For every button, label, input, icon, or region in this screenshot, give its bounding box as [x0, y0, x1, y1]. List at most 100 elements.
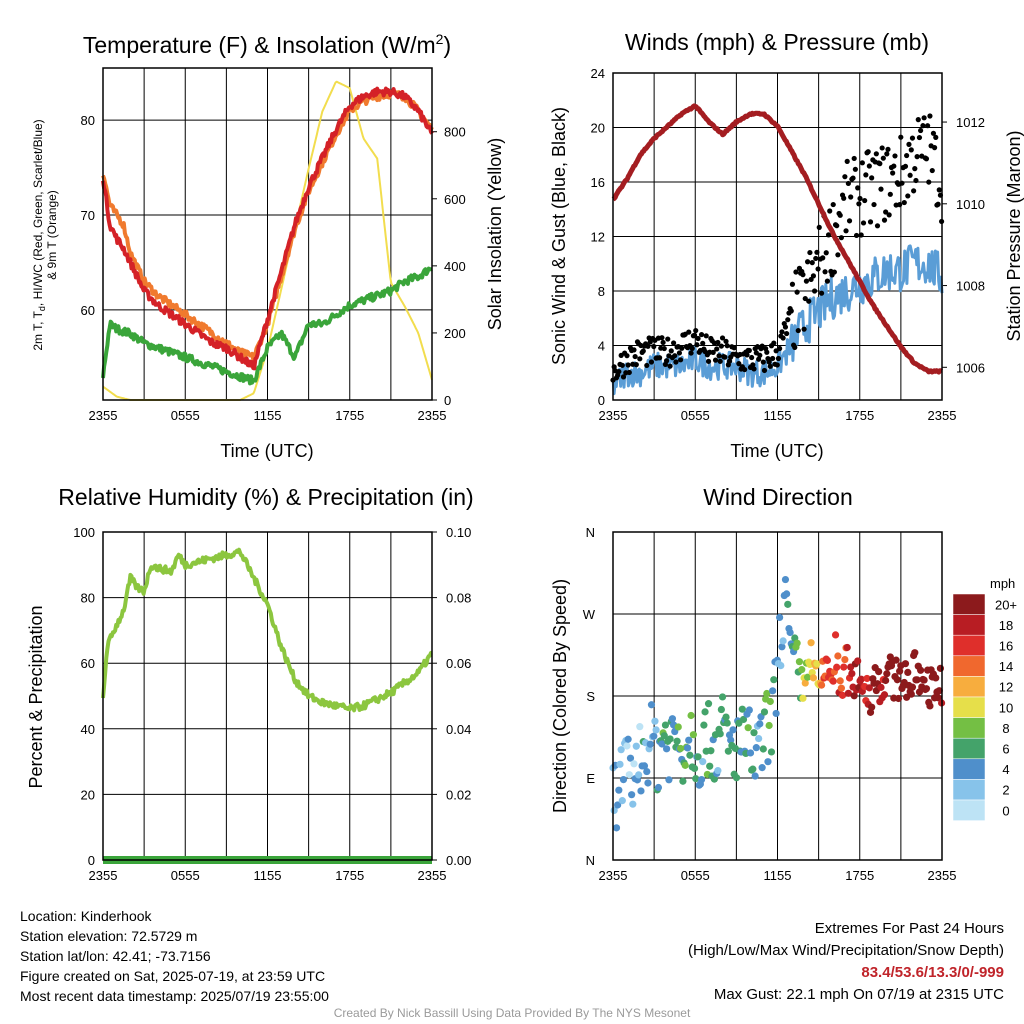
wdir-point — [652, 726, 660, 734]
wdir-point — [646, 740, 654, 748]
wdir-point — [636, 723, 644, 731]
winds-gust-point — [813, 255, 819, 262]
winds-gust-point — [886, 212, 892, 218]
wdir-point — [776, 613, 784, 622]
winds-gust-point — [712, 357, 719, 363]
wdir-point — [783, 590, 791, 598]
wdir-y-tick-label: N — [586, 853, 595, 868]
winds-gust-point — [913, 177, 919, 184]
wdir-point — [850, 692, 858, 700]
winds-gust-point — [823, 250, 829, 256]
winds-series-pressure — [611, 103, 944, 375]
rh-y2-tick-label: 0.02 — [446, 787, 471, 802]
recent-timestamp: Most recent data timestamp: 2025/07/19 2… — [20, 988, 329, 1004]
wdir-point — [687, 711, 695, 720]
rh-y-tick-label: 60 — [81, 656, 95, 671]
wdir-point — [765, 721, 773, 730]
winds-gust-point — [679, 345, 685, 351]
wdir-point — [875, 667, 883, 676]
wdir-point — [673, 737, 681, 745]
wdir-x-tick-label: 2355 — [928, 868, 957, 883]
wdir-point — [772, 709, 780, 718]
winds-gust-point — [827, 208, 833, 214]
winds-gust-point — [640, 348, 646, 354]
wdir-point — [756, 720, 764, 728]
winds-gust-point — [822, 269, 828, 275]
winds-gust-point — [884, 151, 890, 157]
wdir-point — [917, 666, 925, 674]
winds-gust-point — [830, 201, 836, 208]
wdir-point — [718, 693, 727, 701]
wdir-point — [799, 694, 807, 702]
wdir-point — [831, 631, 840, 639]
rh-y2-tick-label: 0.04 — [446, 722, 471, 737]
winds-gust-point — [878, 186, 884, 192]
winds-gust-point — [911, 188, 917, 194]
winds-gust-point — [863, 172, 869, 178]
colorbar-swatch — [952, 614, 986, 636]
colorbar-swatch — [952, 676, 986, 698]
winds-gust-point — [935, 201, 941, 207]
winds-gust-point — [657, 355, 663, 361]
winds-gust-point — [660, 339, 666, 346]
winds-gust-point — [936, 187, 942, 193]
wdir-y-tick-label: N — [586, 525, 595, 540]
winds-gust-point — [736, 361, 742, 367]
winds-gust-point — [785, 317, 791, 323]
winds-gust-point — [899, 180, 905, 186]
winds-gust-point — [809, 260, 815, 266]
winds-gust-point — [846, 218, 853, 224]
winds-gust-point — [810, 273, 817, 279]
winds-gust-point — [857, 195, 863, 202]
winds-gust-point — [931, 145, 938, 151]
colorbar-label: 14 — [999, 659, 1013, 674]
winds-gust-point — [877, 161, 883, 167]
wdir-point — [640, 762, 649, 770]
colorbar-label: 4 — [1002, 762, 1009, 777]
temp-y-tick-label: 60 — [81, 303, 95, 318]
winds-gust-point — [902, 163, 909, 169]
temp-series-temp_2m — [101, 86, 434, 371]
winds-gust-point — [792, 344, 798, 351]
extremes-title: Extremes For Past 24 Hours — [814, 920, 1004, 937]
winds-gust-point — [749, 354, 755, 361]
temp-x-tick-label: 2355 — [418, 408, 447, 423]
winds-gust-point — [651, 343, 657, 350]
winds-gust-point — [703, 333, 709, 339]
colorbar-label: 18 — [999, 618, 1013, 633]
wdir-point — [777, 661, 785, 670]
wdir-point — [694, 753, 702, 761]
winds-gust-point — [891, 163, 897, 169]
colorbar-label: 20+ — [995, 597, 1017, 612]
winds-gust-point — [848, 194, 854, 200]
colorbar-swatch — [952, 737, 986, 760]
winds-gust-point — [923, 156, 930, 162]
wdir-point — [647, 701, 656, 709]
winds-gust-point — [716, 353, 722, 359]
winds-y-tick-label: 20 — [591, 121, 605, 136]
winds-gust-point — [925, 123, 931, 129]
winds-gust-point — [784, 330, 790, 337]
winds-gust-point — [921, 115, 927, 121]
winds-gust-point — [795, 327, 801, 334]
wdir-point — [685, 736, 693, 744]
winds-x-tick-label: 1155 — [764, 408, 792, 423]
winds-gust-point — [811, 288, 818, 294]
winds-gust-point — [645, 343, 651, 349]
winds-gust-point — [837, 212, 843, 218]
wdir-point — [764, 758, 772, 766]
wdir-point — [629, 800, 637, 808]
winds-gust-point — [661, 345, 667, 352]
wdir-point — [651, 717, 659, 725]
wdir-y-tick-label: S — [586, 689, 595, 704]
winds-gust-point — [673, 359, 679, 365]
wdir-point — [755, 734, 763, 743]
winds-gust-point — [770, 355, 776, 362]
winds-gust-point — [929, 167, 935, 174]
wdir-point — [801, 679, 809, 687]
wdir-point — [738, 705, 746, 713]
winds-gust-point — [904, 152, 910, 159]
winds-gust-point — [915, 117, 921, 123]
wdir-point — [932, 674, 940, 682]
